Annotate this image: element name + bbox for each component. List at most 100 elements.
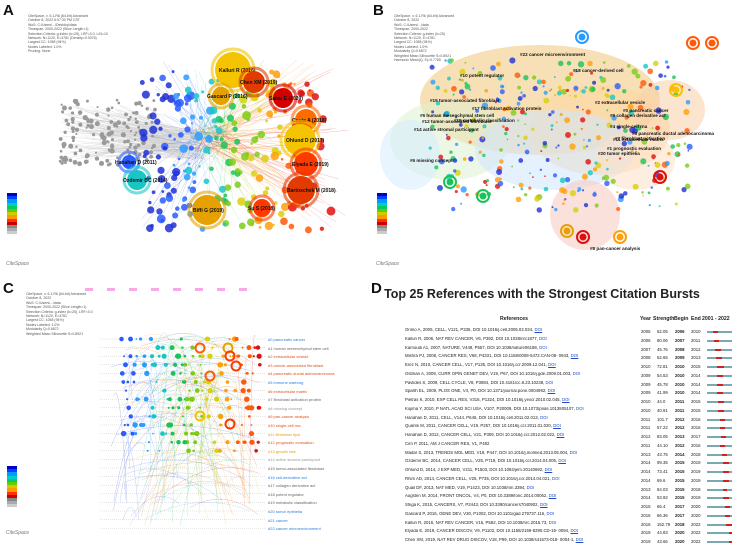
doi-link[interactable]: DOI [557,433,565,437]
doi-link[interactable]: DOI [534,328,542,332]
reference-text: Chen XM, 2019, NAT REV DRUG DISCOV, V18,… [405,538,576,542]
reference-cell: Quante M, 2011, CANCER CELL, V19, P257, … [405,424,637,429]
node-label: Elyada E (2019) [292,162,329,168]
node [143,154,147,158]
node [170,345,175,350]
node [666,187,670,191]
doi-link[interactable]: DOI [540,503,548,507]
reference-text: Madar S, 2013, TRENDS MOL MED, V19, P447… [405,451,570,455]
doi-link[interactable]: DOI [539,337,547,341]
year-cell: 2015 [641,504,651,509]
node [157,167,164,174]
doi-link[interactable]: DOI [573,372,581,376]
node [666,65,669,68]
node [190,114,195,119]
reference-cell: Sparth EL, 2009, PLOS ONE, V4, P0, DOI 1… [405,389,637,394]
node [178,157,181,160]
node [181,346,183,348]
burst-segment [725,506,730,508]
node [564,199,566,201]
doi-link[interactable]: DOI [562,398,570,402]
node [71,117,75,121]
node [191,122,193,124]
node [517,86,521,90]
node-label: Hanahan D (2011) [115,160,157,166]
begin-cell: 2015 [675,487,685,492]
node [130,130,132,132]
node [86,124,90,128]
node [320,227,324,231]
reference-cell: Hanahan D, 2011, CELL, V144, P646, DOI 1… [405,416,637,421]
year-cell: 2009 [641,390,651,395]
year-cell: 2011 [641,425,650,430]
doi-link[interactable]: DOI [570,529,578,533]
doi-link[interactable]: DOI [558,459,566,463]
burst-timeline [707,375,732,377]
burst-segment [720,427,726,429]
node [560,113,563,116]
doi-link[interactable]: DOI [540,416,548,420]
node [520,91,522,93]
doi-link[interactable]: DOI [553,424,561,428]
doi-link[interactable]: DOI [545,468,553,472]
node [132,422,137,427]
node [247,118,250,121]
node [327,207,336,216]
node [201,389,204,392]
burst-timeline [707,357,732,359]
node [555,146,557,148]
node [495,177,501,183]
begin-cell: 2020 [675,530,685,535]
node [199,407,201,409]
doi-link[interactable]: DOI [576,407,584,411]
node [451,86,457,92]
reference-text: Orimo A, 2005, CELL, V121, P335, DOI 10.… [405,328,534,332]
node [178,397,183,402]
node [688,89,690,91]
reference-text: Ostman A, 2009, CURR OPIN GENET DEV, V19… [405,372,573,376]
doi-link[interactable]: DOI [570,451,578,455]
doi-link[interactable]: DOI [539,346,547,350]
reference-text: Erez N, 2010, CANCER CELL, V17, P135, DO… [405,363,548,367]
doi-link[interactable]: DOI [546,381,554,385]
doi-link[interactable]: DOI [527,486,535,490]
doi-link[interactable]: DOI [571,354,579,358]
doi-link[interactable]: DOI [548,363,556,367]
node [500,89,505,94]
node [185,397,190,402]
burst-segment [720,419,726,421]
doi-link[interactable]: DOI [552,477,560,481]
node [551,110,555,114]
burst-segment [721,436,727,438]
node [92,133,95,136]
node [230,398,232,400]
year-cell: 2013 [641,452,651,457]
node [257,441,260,444]
timeline-cluster-label: #14 active stromal participant [268,457,320,462]
doi-link[interactable]: DOI [549,521,557,525]
panel-b-citespace-mark: CiteSpace [376,261,399,267]
node [232,126,237,131]
node [254,346,257,349]
begin-cell: 2015 [675,478,685,483]
node [86,100,89,103]
timeline-cluster-label: #3 cancer-associated fibroblast [268,363,323,368]
doi-link[interactable]: DOI [547,512,555,516]
node [126,381,129,384]
node [180,337,183,340]
strength-cell: 80.06 [657,338,668,343]
node [233,389,237,393]
node [174,100,181,107]
reference-cell: Ozdemir BC, 2014, CANCER CELL, V25, P719… [405,459,637,464]
doi-link[interactable]: DOI [576,538,584,542]
node [192,450,195,453]
node [110,144,114,148]
doi-link[interactable]: DOI [548,389,556,393]
node [619,157,621,159]
doi-link[interactable]: DOI [549,494,557,498]
node [544,91,548,95]
strength-cell: 72.81 [657,364,668,369]
node [566,89,569,92]
node [586,109,591,114]
reference-cell: Kalluri R, 2006, NAT REV CANCER, V6, P39… [405,337,637,342]
